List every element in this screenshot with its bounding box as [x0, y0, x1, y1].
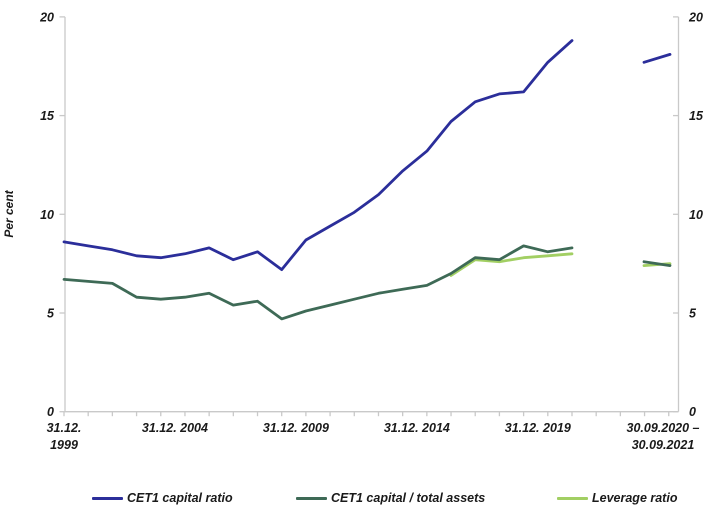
y-axis-title: Per cent	[2, 189, 16, 237]
series-line-main-2	[449, 252, 574, 277]
legend-label: CET1 capital / total assets	[331, 491, 486, 505]
y-axis-tick-label: 15	[40, 109, 55, 123]
x-axis-tick-label: 1999	[50, 438, 78, 452]
legend-line-swatch	[92, 496, 123, 500]
x-axis-tick-label: 31.12. 2014	[384, 421, 450, 435]
chart-area: 0 0 5 5 10 10 15 15 20 20 31.12. 1999 31.12. 2004 31.…	[2, 10, 704, 452]
x-axis-tick-label: 31.12.	[47, 421, 82, 435]
y-axis-tick-label: 20	[39, 10, 54, 24]
y-axis-tick-label: 15	[689, 109, 704, 123]
legend-item-cet1-capital-ratio: CET1 capital ratio	[92, 491, 233, 505]
x-axis-tick-label: 30.09.2021	[632, 438, 695, 452]
x-axis-tick-label: 31.12. 2009	[263, 421, 329, 435]
y-axis-tick-label: 10	[689, 208, 703, 222]
series-line-main-1	[62, 244, 574, 321]
y-axis-tick-label: 0	[47, 405, 54, 419]
legend-line-swatch	[296, 496, 327, 500]
x-axis-tick-label: 31.12. 2019	[505, 421, 571, 435]
y-axis-tick-label: 5	[47, 307, 55, 321]
y-axis-tick-label: 0	[689, 405, 696, 419]
legend-item-leverage-ratio: Leverage ratio	[557, 491, 677, 505]
y-axis-tick-label: 5	[689, 307, 697, 321]
series-line-separate-0	[642, 53, 672, 64]
line-chart: 0 0 5 5 10 10 15 15 20 20 31.12. 1999 31.12. 2004 31.…	[2, 10, 704, 452]
x-axis-tick-label: 31.12. 2004	[142, 421, 208, 435]
x-axis-tick-label: 30.09.2020 –	[627, 421, 700, 435]
y-axis-tick-label: 10	[40, 208, 54, 222]
chart-legend: CET1 capital ratio CET1 capital / total …	[0, 470, 714, 517]
legend-label: CET1 capital ratio	[127, 491, 233, 505]
legend-line-swatch	[557, 496, 588, 500]
legend-label: Leverage ratio	[592, 491, 678, 505]
series-line-separate-1	[642, 260, 672, 268]
y-axis-tick-label: 20	[688, 10, 703, 24]
legend-item-cet1-capital-total-assets: CET1 capital / total assets	[296, 491, 485, 505]
series-line-main-0	[62, 39, 574, 272]
